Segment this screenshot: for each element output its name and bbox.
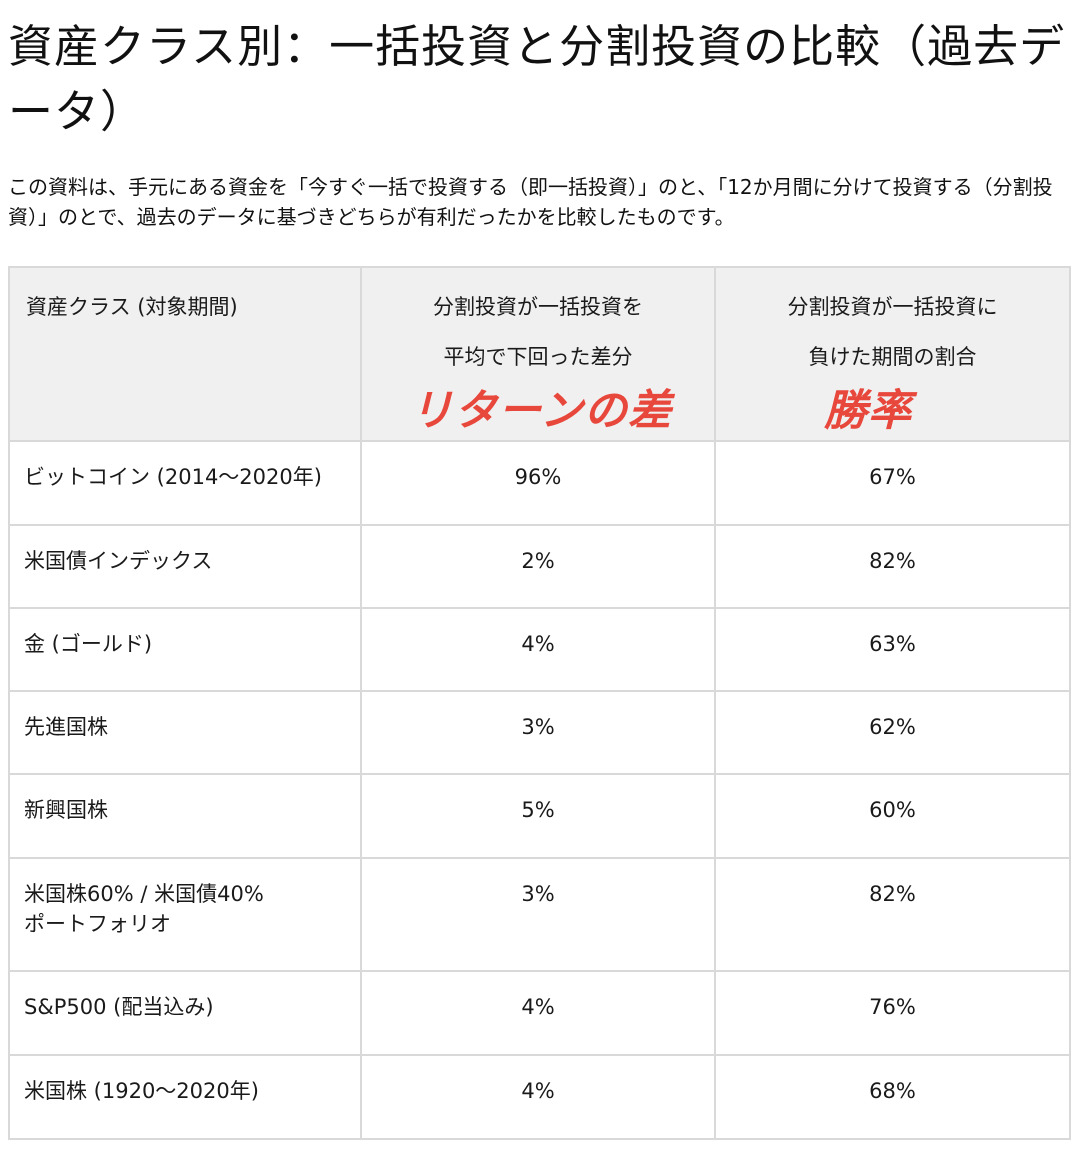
return-diff-cell: 4% (360, 1054, 716, 1140)
table-row: S&P500 (配当込み) 4% 76% (8, 970, 1071, 1056)
loss-ratio-cell: 82% (714, 524, 1071, 609)
comparison-table: 資産クラス (対象期間) 分割投資が一括投資を 平均で下回った差分 リターンの差… (8, 266, 1071, 1140)
asset-class-cell: 米国株 (1920～2020年) (8, 1054, 362, 1140)
asset-class-cell: ビットコイン (2014～2020年) (8, 440, 362, 526)
table-row: 米国株 (1920～2020年) 4% 68% (8, 1054, 1071, 1140)
header-return-diff: 分割投資が一括投資を 平均で下回った差分 リターンの差 (360, 266, 716, 442)
header-return-diff-line1: 分割投資が一括投資を (433, 295, 643, 319)
loss-ratio-cell: 63% (714, 607, 1071, 692)
header-loss-ratio-line1: 分割投資が一括投資に (787, 295, 998, 319)
asset-class-cell: 金 (ゴールド) (8, 607, 362, 692)
asset-class-cell: 新興国株 (8, 773, 362, 859)
header-return-diff-line2: 平均で下回った差分 (443, 345, 633, 369)
table-row: 米国債インデックス 2% 82% (8, 524, 1071, 609)
table-row: 米国株60% / 米国債40% ポートフォリオ 3% 82% (8, 857, 1071, 972)
return-diff-cell: 4% (360, 607, 716, 692)
loss-ratio-cell: 60% (714, 773, 1071, 859)
page-title: 資産クラス別：一括投資と分割投資の比較（過去データ） (8, 20, 1066, 138)
annotation-return-diff: リターンの差 (410, 386, 672, 436)
return-diff-cell: 5% (360, 773, 716, 859)
asset-class-cell: 米国債インデックス (8, 524, 362, 609)
loss-ratio-cell: 68% (714, 1054, 1071, 1140)
asset-class-cell: S&P500 (配当込み) (8, 970, 362, 1056)
loss-ratio-cell: 82% (714, 857, 1071, 972)
annotation-win-rate: 勝率 (824, 386, 912, 436)
return-diff-cell: 96% (360, 440, 716, 526)
table-header-row: 資産クラス (対象期間) 分割投資が一括投資を 平均で下回った差分 リターンの差… (8, 266, 1071, 442)
asset-class-line2: ポートフォリオ (24, 912, 171, 936)
header-loss-ratio: 分割投資が一括投資に 負けた期間の割合 勝率 (714, 266, 1071, 442)
asset-class-cell: 米国株60% / 米国債40% ポートフォリオ (8, 857, 362, 972)
return-diff-cell: 3% (360, 857, 716, 972)
table-row: 金 (ゴールド) 4% 63% (8, 607, 1071, 692)
loss-ratio-cell: 67% (714, 440, 1071, 526)
table-row: 新興国株 5% 60% (8, 773, 1071, 859)
return-diff-cell: 4% (360, 970, 716, 1056)
loss-ratio-cell: 62% (714, 690, 1071, 775)
asset-class-cell: 先進国株 (8, 690, 362, 775)
intro-paragraph: この資料は、手元にある資金を「今すぐ一括で投資する（即一括投資）」のと、「12か… (8, 175, 1053, 229)
table-row: 先進国株 3% 62% (8, 690, 1071, 775)
loss-ratio-cell: 76% (714, 970, 1071, 1056)
asset-class-line1: 米国株60% / 米国債40% (24, 882, 264, 906)
return-diff-cell: 3% (360, 690, 716, 775)
return-diff-cell: 2% (360, 524, 716, 609)
header-asset-class: 資産クラス (対象期間) (8, 266, 362, 442)
table-row: ビットコイン (2014～2020年) 96% 67% (8, 440, 1071, 526)
header-loss-ratio-line2: 負けた期間の割合 (808, 345, 977, 369)
